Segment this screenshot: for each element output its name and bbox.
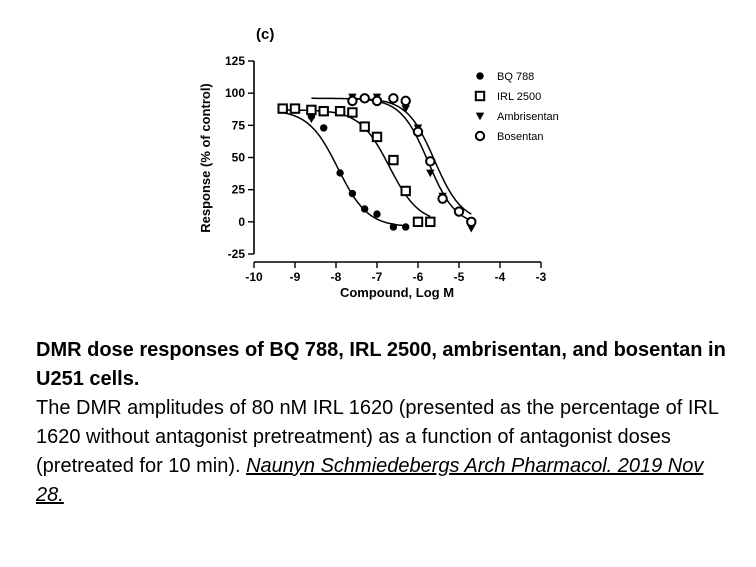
x-tick-label: -8	[331, 270, 342, 284]
legend-label: Ambrisentan	[497, 111, 559, 123]
legend-label: IRL 2500	[497, 91, 541, 103]
legend-marker	[474, 130, 486, 142]
y-tick-label: 25	[232, 183, 246, 197]
data-point-irl-2500	[289, 103, 301, 114]
y-tick-label: 100	[225, 86, 245, 100]
data-point-ambrisentan	[426, 169, 435, 178]
data-point-bosentan	[453, 206, 465, 217]
caption-body: The DMR amplitudes of 80 nM IRL 1620 (pr…	[36, 397, 719, 477]
data-point-bosentan	[425, 156, 436, 167]
data-point-ambrisentan	[467, 224, 476, 233]
x-tick-label: -6	[413, 270, 424, 284]
data-point-ambrisentan	[401, 105, 410, 113]
legend-marker	[476, 72, 484, 80]
data-point-irl-2500	[347, 107, 358, 118]
data-point-irl-2500	[425, 216, 436, 228]
data-point-bosentan	[359, 93, 370, 104]
caption-citation-link[interactable]: Naunyn Schmiedebergs Arch Pharmacol. 201…	[36, 455, 704, 506]
data-point-irl-2500	[400, 185, 411, 197]
data-point-bosentan	[371, 95, 383, 107]
x-axis-label: Compound, Log M	[340, 285, 454, 300]
x-tick-label: -7	[372, 270, 383, 284]
data-point-bosentan	[412, 126, 424, 137]
data-point-bosentan	[466, 216, 477, 228]
fit-curve-bq-788	[282, 111, 406, 227]
data-point-ambrisentan	[307, 115, 316, 124]
data-point-bq-788	[373, 210, 381, 218]
x-tick-label: -5	[454, 270, 465, 284]
data-point-irl-2500	[371, 131, 383, 143]
x-tick-label: -9	[290, 270, 301, 284]
x-tick-label: -10	[245, 270, 263, 284]
chart-legend: BQ 788 IRL 2500 Ambrisentan Bosentan	[474, 71, 559, 143]
data-point-irl-2500	[388, 154, 399, 166]
legend-label: Bosentan	[497, 131, 543, 143]
data-point-bq-788	[336, 169, 344, 177]
x-tick-label: -3	[536, 270, 547, 284]
y-tick-label: 0	[238, 215, 245, 229]
y-axis-label: Response (% of control)	[198, 83, 213, 233]
figure-caption: DMR dose responses of BQ 788, IRL 2500, …	[36, 336, 736, 510]
y-tick-label: -25	[228, 247, 246, 261]
data-point-irl-2500	[412, 216, 424, 228]
legend-label: BQ 788	[497, 71, 534, 83]
data-point-irl-2500	[306, 104, 317, 116]
data-point-irl-2500	[359, 121, 370, 132]
legend-marker	[475, 112, 485, 121]
x-tick-label: -4	[495, 270, 506, 284]
data-point-bq-788	[348, 189, 357, 198]
data-point-irl-2500	[277, 103, 288, 114]
y-tick-label: 50	[232, 151, 246, 165]
y-tick-label: 125	[225, 54, 245, 68]
fit-curve-bosentan	[352, 97, 472, 215]
caption-title: DMR dose responses of BQ 788, IRL 2500, …	[36, 339, 726, 390]
data-point-bosentan	[347, 95, 358, 107]
data-point-bq-788	[320, 124, 328, 132]
dose-response-chart: (c) -25 0 25 50 75 100 125 -10 -9 -8 -7 -6 -5 -4 -3 Re…	[198, 26, 559, 300]
data-point-bq-788	[402, 223, 410, 231]
data-point-bosentan	[400, 95, 411, 107]
legend-marker	[474, 90, 486, 102]
plot-area: -25 0 25 50 75 100 125 -10 -9 -8 -7 -6 -5 -4 -3	[225, 54, 547, 284]
y-tick-label: 75	[232, 118, 246, 132]
data-point-irl-2500	[334, 105, 346, 117]
data-point-irl-2500	[318, 105, 329, 117]
data-point-bosentan	[388, 93, 399, 104]
data-point-bq-788	[389, 223, 398, 231]
data-point-bq-788	[361, 205, 369, 213]
data-point-bosentan	[437, 193, 448, 204]
panel-label: (c)	[256, 26, 274, 43]
